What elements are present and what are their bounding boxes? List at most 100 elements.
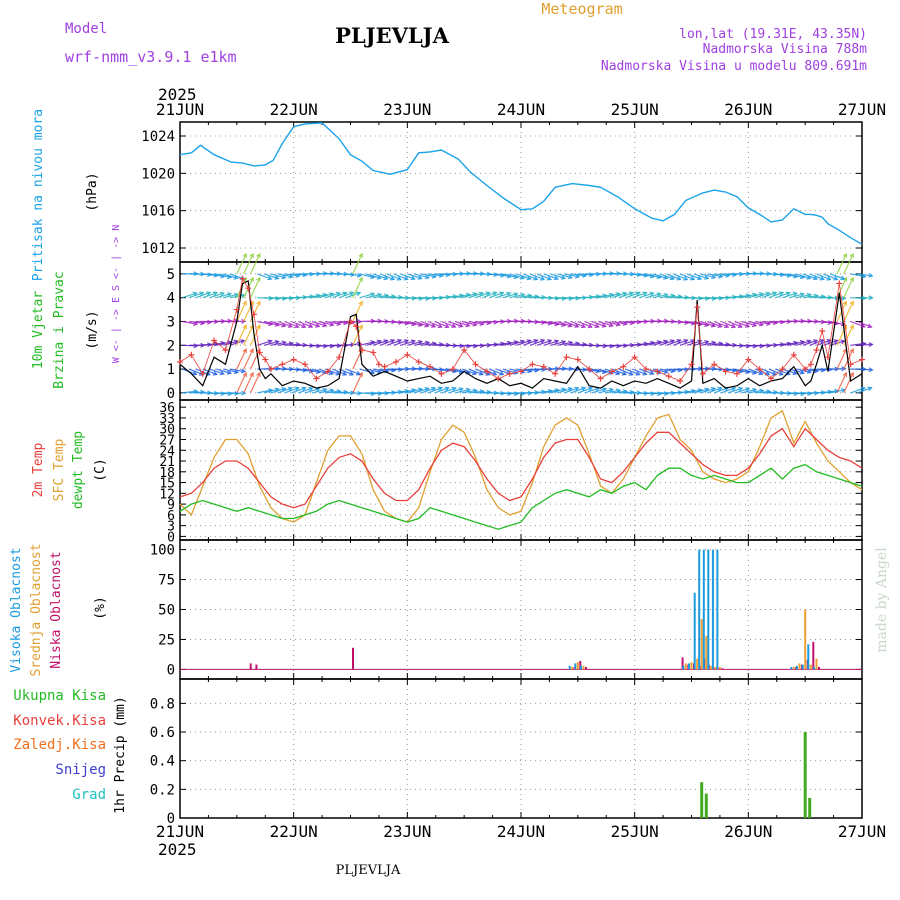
wind-arrow-head xyxy=(635,371,641,376)
wind-arrow xyxy=(291,387,306,394)
wind-arrow-head xyxy=(601,387,608,392)
temperature-ytick-label: 12 xyxy=(159,487,175,502)
wind-arrow-head xyxy=(342,371,348,376)
wind-arrow-head xyxy=(867,386,873,392)
cloud-bar-high xyxy=(698,549,701,670)
wind-arrow xyxy=(284,320,299,328)
wind-arrow-head xyxy=(465,387,471,393)
wind-arrow xyxy=(257,389,273,394)
plot-area: 1012101610201024012345036912151821242730… xyxy=(141,100,886,841)
wind-gust-marker xyxy=(813,347,820,354)
cloud-bar-high xyxy=(813,667,815,670)
wind-arrow xyxy=(823,273,838,280)
wind-gust-marker xyxy=(449,366,456,373)
cloud-bar-mid xyxy=(809,664,812,670)
wind-arrow xyxy=(257,320,273,325)
wind-arrow xyxy=(836,372,847,394)
wind-arrow xyxy=(249,253,261,275)
wind-gust-marker xyxy=(586,366,593,373)
wind-arrow xyxy=(236,301,247,322)
wind-arrow-head xyxy=(547,339,553,344)
wind-axis-label-2: Brzina i Pravac xyxy=(52,271,67,388)
wind-gust-marker xyxy=(597,375,604,382)
wind-arrow xyxy=(652,340,668,346)
wind-arrow xyxy=(550,341,566,346)
wind-arrow xyxy=(400,320,416,326)
wind-arrow-head xyxy=(287,386,294,392)
precip-bar xyxy=(700,782,704,818)
precip-ytick-label: 0.2 xyxy=(150,782,175,798)
wind-arrow-head xyxy=(358,276,363,282)
wind-arrow-head xyxy=(765,291,771,297)
wind-gust-marker xyxy=(802,366,809,373)
wind-arrow-head xyxy=(294,386,300,392)
wind-arrow xyxy=(243,325,254,346)
temperature-ytick-label: 6 xyxy=(167,509,175,524)
x-tick-label-bottom: 25JUN xyxy=(611,822,659,841)
wind-arrow xyxy=(557,341,573,346)
wind-arrow xyxy=(182,320,198,325)
wind-arrow xyxy=(209,292,224,299)
wind-arrow-head xyxy=(860,386,866,392)
wind-arrow-head xyxy=(849,347,854,354)
precip-frame xyxy=(179,678,863,819)
wind-arrow xyxy=(734,368,750,374)
wind-arrow xyxy=(420,320,436,328)
precip-ytick-label: 0.6 xyxy=(150,725,175,741)
wind-arrow xyxy=(598,320,613,327)
wind-arrow xyxy=(680,390,696,394)
wind-arrow-head xyxy=(335,291,341,297)
wind-arrow-head xyxy=(635,291,641,297)
wind-arrow-head xyxy=(744,323,751,328)
wind-arrow xyxy=(188,292,204,299)
wind-arrow-head xyxy=(478,371,484,376)
wind-gust-marker xyxy=(290,356,297,363)
wind-arrow xyxy=(741,293,757,299)
wind-arrow xyxy=(284,387,299,394)
cloud-bar-high xyxy=(580,665,582,670)
wind-arrow xyxy=(645,293,661,299)
wind-arrow xyxy=(249,372,261,394)
wind-arrow-head xyxy=(287,323,293,328)
wind-arrow xyxy=(755,292,770,299)
wind-arrow xyxy=(448,388,463,394)
wind-arrow xyxy=(755,390,771,394)
temp-dew-label: dewpt Temp xyxy=(71,431,86,509)
wind-arrow-head xyxy=(731,386,737,392)
wind-arrow-head xyxy=(841,295,847,301)
wind-arrow-head xyxy=(581,386,587,392)
wind-arrow xyxy=(209,273,225,278)
model-elevation-label: Nadmorska Visina u modelu 809.691m xyxy=(601,59,867,74)
wind-arrow xyxy=(502,341,518,346)
precip-ytick-label: 0.8 xyxy=(150,696,175,712)
temp-sfc-label: SFC Temp xyxy=(52,439,67,502)
cloud-bar-high xyxy=(707,549,710,670)
precip-bar xyxy=(808,797,812,818)
wind-arrow-head xyxy=(383,339,389,344)
wind-arrow xyxy=(802,273,818,280)
wind-arrow xyxy=(263,340,279,346)
wind-arrow xyxy=(857,387,872,394)
cloud-bar-high xyxy=(796,665,798,670)
precip-snow-label: Snijeg xyxy=(55,762,106,778)
precip-hail-label: Grad xyxy=(72,787,106,803)
wind-arrow xyxy=(748,293,763,299)
wind-ytick-label: 2 xyxy=(167,338,175,354)
wind-arrow-head xyxy=(267,275,273,281)
wind-arrow xyxy=(700,320,715,327)
wind-gust-marker xyxy=(199,370,206,377)
wind-arrow xyxy=(379,273,395,280)
wind-arrow xyxy=(332,320,348,324)
wind-arrow xyxy=(359,273,375,279)
wind-arrow xyxy=(236,253,247,275)
wind-arrow-head xyxy=(792,370,798,376)
cloud-bar-high xyxy=(807,644,810,670)
wind-arrow xyxy=(488,368,504,375)
wind-arrow-head xyxy=(580,323,587,329)
cloud-bar-mid xyxy=(709,665,712,670)
wind-arrow xyxy=(325,292,340,299)
wind-gust-marker xyxy=(256,349,263,356)
x-tick-label-top: 23JUN xyxy=(383,100,431,119)
wind-arrow xyxy=(345,273,361,277)
cloud-bar-high xyxy=(711,549,714,670)
